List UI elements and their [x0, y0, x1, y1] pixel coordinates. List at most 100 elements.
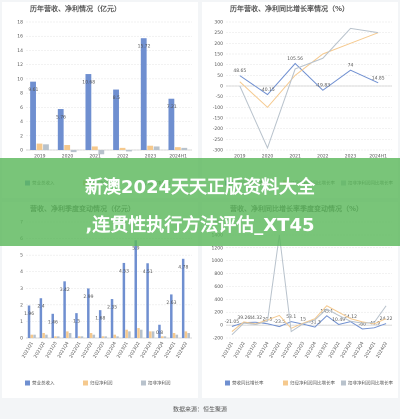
bar: [153, 146, 160, 150]
legend-swatch: [283, 380, 288, 386]
bar: [158, 324, 161, 338]
data-label: 1.68: [95, 316, 105, 322]
bar: [174, 147, 181, 150]
bar: [172, 333, 176, 338]
bar: [51, 313, 54, 338]
bar: [36, 143, 43, 150]
data-label: -31.3: [309, 320, 321, 326]
bar: [64, 145, 71, 150]
y-tick-label: 8: [20, 91, 23, 97]
line: [239, 27, 379, 150]
y-tick-label: -200: [213, 126, 223, 132]
y-tick-label: -250: [213, 137, 223, 143]
legend-swatch: [141, 380, 146, 386]
bar: [54, 336, 57, 338]
line: [239, 62, 379, 96]
bar: [110, 299, 114, 338]
data-label: 15: [300, 317, 306, 323]
data-label: 4.53: [119, 268, 129, 274]
legend-swatch: [225, 380, 230, 386]
data-label: 10.68: [82, 80, 95, 86]
y-tick-label: 10: [17, 76, 23, 82]
data-label: 15.72: [138, 44, 151, 50]
bar: [43, 144, 49, 150]
bar: [85, 74, 92, 150]
bar: [151, 331, 155, 338]
data-label: -21.05: [225, 319, 240, 325]
y-tick-label: 0: [220, 84, 223, 90]
data-label: 2.35: [107, 305, 117, 311]
bar: [181, 258, 185, 338]
legend-label: 营收同比增长率: [232, 380, 264, 387]
legend-swatch: [25, 380, 30, 386]
y-tick-label: 4: [20, 119, 23, 125]
banner: [0, 158, 400, 246]
chart-title: 历年营收、净利同比增长率情况（%）: [230, 4, 349, 13]
bar: [101, 336, 105, 338]
data-label: 1.96: [24, 311, 34, 317]
bar: [104, 336, 107, 338]
banner-line: 新澳2024天天正版资料大全: [85, 176, 316, 198]
bar: [122, 262, 126, 338]
data-label: 54.12: [344, 314, 357, 320]
x-tick-label: 2021: [89, 154, 101, 160]
line: [231, 315, 387, 330]
bar: [113, 334, 117, 338]
legend-label: 归母净利润同比增长率: [290, 380, 335, 387]
y-tick-label: 0: [220, 323, 223, 329]
y-tick-label: 150: [214, 52, 223, 58]
y-tick-label: 14: [17, 48, 23, 54]
y-tick-label: 300: [214, 20, 223, 26]
data-label: 10.49: [332, 317, 345, 323]
bar: [149, 331, 152, 338]
data-label: 48.65: [233, 68, 246, 74]
bar: [140, 38, 147, 150]
y-tick-label: 3: [20, 286, 23, 292]
bar: [75, 313, 78, 338]
x-tick-label: 2024H1: [169, 154, 187, 160]
bar: [30, 334, 34, 338]
bar: [57, 336, 60, 338]
y-tick-label: 5: [20, 253, 23, 259]
y-tick-label: 100: [214, 62, 223, 68]
bar: [128, 331, 131, 338]
data-label: 105.56: [287, 56, 303, 62]
y-tick-label: -150: [213, 116, 223, 122]
x-tick-label: 2022: [317, 154, 329, 160]
data-label: 14.85: [372, 75, 385, 81]
bar: [98, 310, 102, 338]
bar: [175, 334, 179, 338]
line: [239, 32, 379, 109]
bar: [181, 147, 188, 150]
bar: [87, 288, 90, 338]
bar: [126, 150, 132, 152]
bar: [68, 333, 72, 338]
bar: [187, 333, 190, 338]
data-label: -40.15: [260, 87, 275, 93]
bar: [163, 336, 167, 338]
data-label: 53.1: [286, 314, 296, 320]
data-label: 4.78: [178, 264, 188, 270]
data-label: 1.5: [73, 319, 80, 325]
y-tick-label: 1000: [212, 258, 224, 264]
data-label: 5.9: [132, 246, 139, 252]
x-tick-label: 2022: [117, 154, 129, 160]
data-label: 8.5: [113, 95, 120, 101]
bar: [168, 98, 175, 150]
footer: 数据来源：恒生聚源: [173, 406, 227, 414]
y-tick-label: 12: [17, 62, 23, 68]
bar: [63, 281, 66, 338]
legend-swatch: [341, 380, 346, 386]
bar: [140, 329, 143, 338]
legend-label: 扣非净利润: [148, 380, 171, 387]
data-label: -19.83: [316, 83, 331, 89]
y-tick-label: -50: [216, 94, 223, 100]
y-tick-label: 1: [20, 319, 23, 325]
data-label: 145.1: [320, 308, 333, 314]
data-label: 74: [348, 63, 354, 69]
bar: [39, 298, 43, 338]
data-label: 4.51: [143, 269, 153, 275]
y-tick-label: 4: [20, 269, 23, 275]
legend-label: 营业总收入: [32, 380, 55, 387]
data-label: 3.42: [60, 287, 70, 293]
